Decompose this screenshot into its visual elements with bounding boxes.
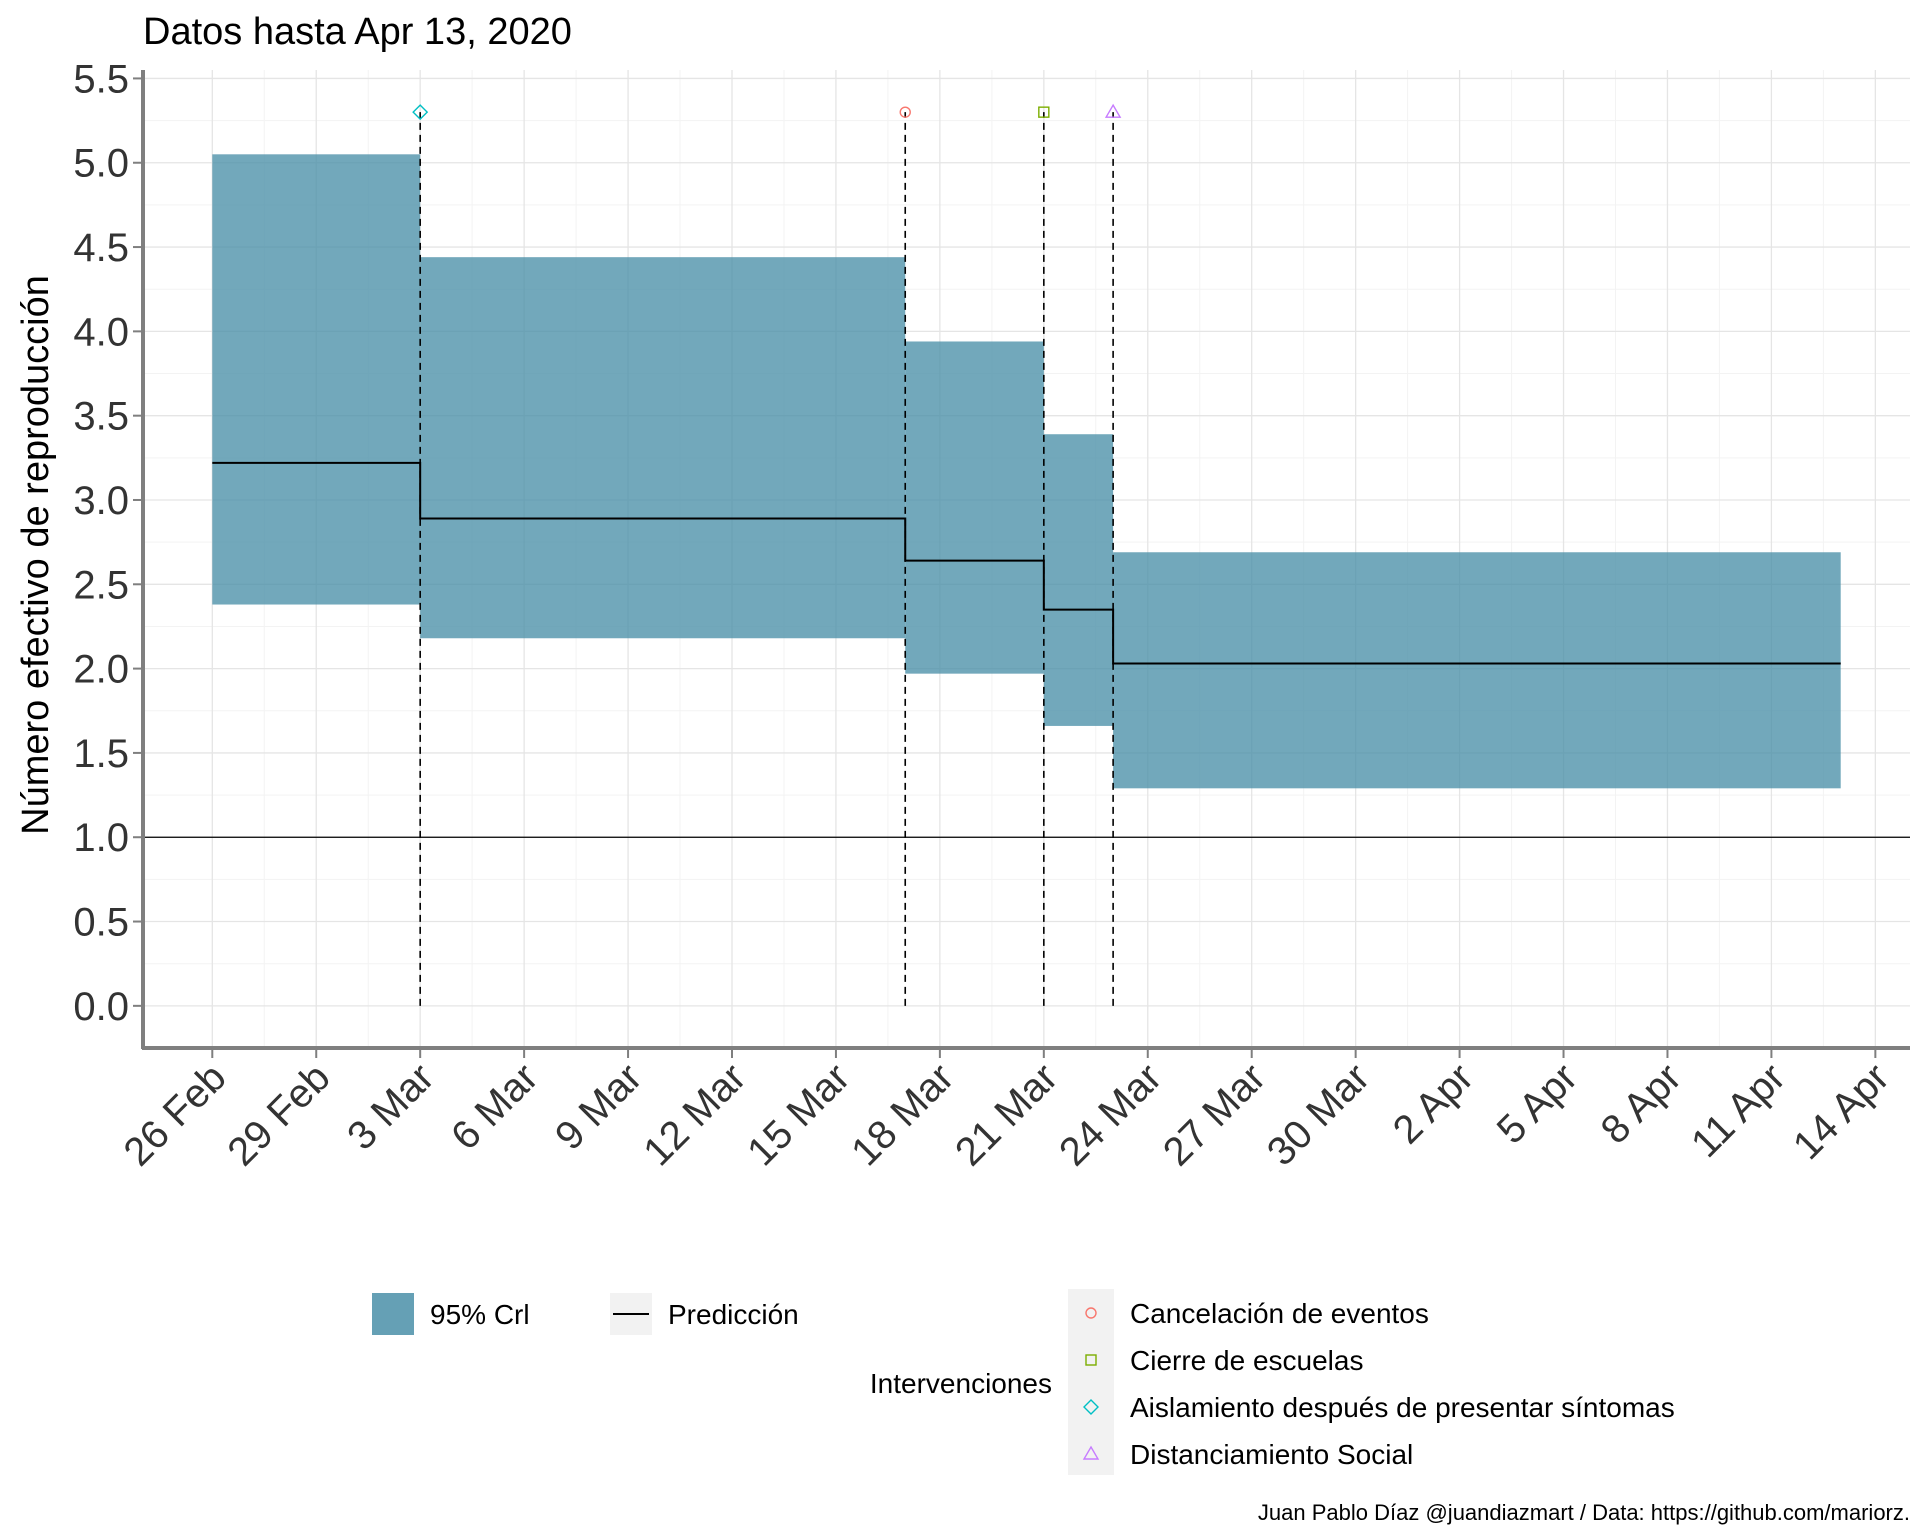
x-tick-label: 29 Feb [219,1055,338,1174]
y-tick-label: 0.0 [73,985,129,1029]
x-tick-label: 14 Apr [1785,1055,1898,1168]
legend: 95% Crl Predicción Intervenciones Cancelaci… [372,1289,1675,1475]
legend-intervention-label: Cancelación de eventos [1130,1298,1429,1329]
legend-intervention-item: Cierre de escuelas [1085,1345,1363,1376]
legend-interventions-title: Intervenciones [870,1368,1052,1399]
x-tick-label: 27 Mar [1155,1055,1274,1174]
y-tick-label: 2.0 [73,648,129,692]
ci-band [905,341,1044,674]
ci-band [1043,434,1114,726]
credible-interval-bands [212,154,1841,789]
x-tick-label: 26 Feb [115,1055,234,1174]
legend-interventions: Intervenciones Cancelación de eventos Cier… [870,1289,1675,1475]
intervention-marker [899,106,911,118]
intervention-marker [1104,103,1122,118]
legend-intervention-label: Cierre de escuelas [1130,1345,1363,1376]
y-axis-label: Número efectivo de reproducción [15,275,57,835]
y-tick-label: 0.5 [73,901,129,945]
x-tick-label: 21 Mar [947,1055,1066,1174]
legend-intervention-item: Cancelación de eventos [1085,1298,1429,1329]
x-tick-label: 18 Mar [843,1055,962,1174]
y-tick-label: 4.5 [73,226,129,270]
x-tick-label: 24 Mar [1051,1055,1170,1174]
legend-intervention-label: Aislamiento después de presentar síntoma… [1130,1392,1675,1423]
legend-key-diamond [1083,1399,1099,1415]
y-tick-label: 2.5 [73,563,129,607]
x-tick-label: 5 Apr [1489,1055,1586,1152]
legend-intervention-item: Aislamiento después de presentar síntoma… [1083,1392,1675,1423]
axes [141,70,1910,1050]
legend-key-background [1068,1289,1114,1475]
legend-item-band: 95% Crl [372,1293,530,1335]
x-tick-label: 6 Mar [443,1055,546,1158]
y-tick-label: 1.0 [73,816,129,860]
y-tick-label: 4.0 [73,310,129,354]
legend-key-triangle [1082,1445,1100,1460]
x-tick-label: 12 Mar [635,1055,754,1174]
legend-line-label: Predicción [668,1299,799,1330]
legend-band-swatch [372,1293,414,1335]
y-tick-label: 1.5 [73,732,129,776]
y-tick-label: 3.5 [73,395,129,439]
prediction-line [212,461,1841,665]
legend-intervention-label: Distanciamiento Social [1130,1439,1413,1470]
x-tick-label: 8 Apr [1593,1055,1690,1152]
ci-band [420,257,906,639]
legend-key-circle [1085,1307,1097,1319]
ci-band [1113,552,1841,789]
x-tick-label: 30 Mar [1259,1055,1378,1174]
y-tick-labels: 0.0 0.5 1.0 1.5 2.0 2.5 3.0 3.5 4.0 4.5 5.0 5.5 [73,57,143,1029]
x-tick-label: 2 Apr [1385,1055,1482,1152]
legend-item-prediction: Predicción [610,1293,799,1335]
ci-band [212,154,421,605]
prediction-step-line [212,461,1841,665]
intervention-marker [412,104,429,121]
y-tick-label: 5.5 [73,57,129,101]
chart-title: Datos hasta Apr 13, 2020 [143,11,572,53]
intervention-markers [412,103,1122,121]
y-tick-label: 3.0 [73,479,129,523]
x-tick-label: 3 Mar [339,1055,442,1158]
legend-band-label: 95% Crl [430,1299,530,1330]
intervention-lines [419,112,1114,1006]
x-tick-label: 11 Apr [1683,1055,1794,1166]
legend-intervention-item: Distanciamiento Social [1082,1439,1413,1470]
y-tick-label: 5.0 [73,142,129,186]
x-tick-label: 15 Mar [739,1055,858,1174]
caption: Juan Pablo Díaz @juandiazmart / Data: ht… [1257,1500,1910,1525]
intervention-marker [1038,106,1050,118]
legend-key-square [1085,1354,1097,1366]
